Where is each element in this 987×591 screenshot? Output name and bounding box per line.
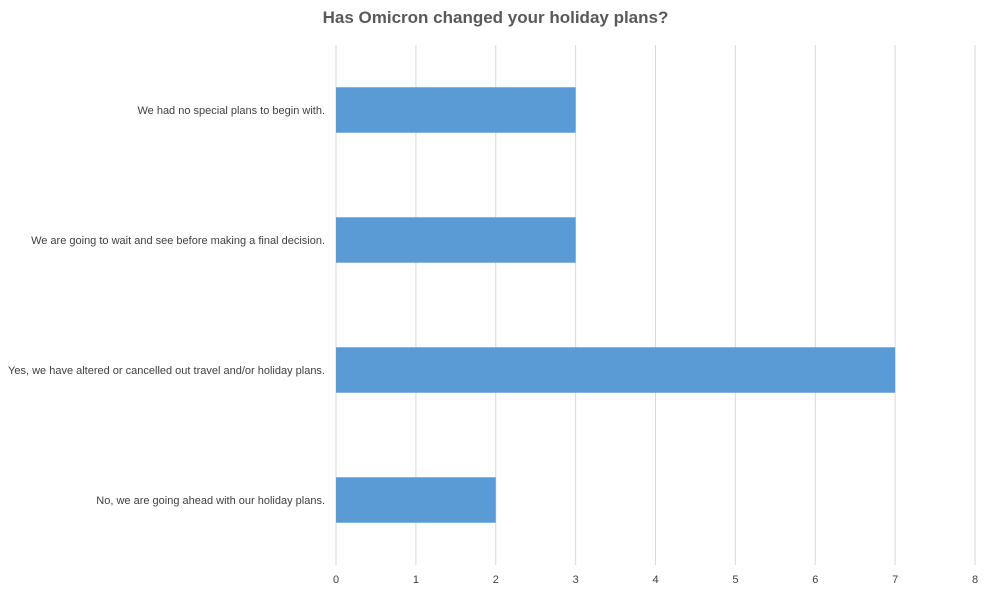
category-labels: We had no special plans to begin with. We… (8, 105, 325, 507)
bar-1 (336, 217, 576, 263)
x-tick-label: 2 (493, 574, 499, 586)
x-tick-label: 6 (812, 574, 818, 586)
category-label: No, we are going ahead with our holiday … (96, 495, 325, 507)
x-tick-label: 8 (972, 574, 978, 586)
x-axis-tick-labels: 0 1 2 3 4 5 6 7 8 (333, 574, 978, 586)
bar-0 (336, 87, 576, 133)
category-label: We had no special plans to begin with. (137, 105, 325, 117)
chart-title-text: Has Omicron changed your holiday plans? (322, 8, 669, 27)
x-tick-label: 5 (732, 574, 738, 586)
chart-title: Has Omicron changed your holiday plans? (0, 8, 987, 28)
bars (336, 87, 896, 523)
x-tick-label: 4 (652, 574, 658, 586)
x-tick-label: 3 (573, 574, 579, 586)
bar-2 (336, 347, 896, 393)
bar-3 (336, 477, 496, 523)
x-tick-label: 0 (333, 574, 339, 586)
category-label: We are going to wait and see before maki… (31, 235, 325, 247)
x-tick-label: 1 (413, 574, 419, 586)
category-label: Yes, we have altered or cancelled out tr… (8, 365, 325, 377)
x-tick-label: 7 (892, 574, 898, 586)
